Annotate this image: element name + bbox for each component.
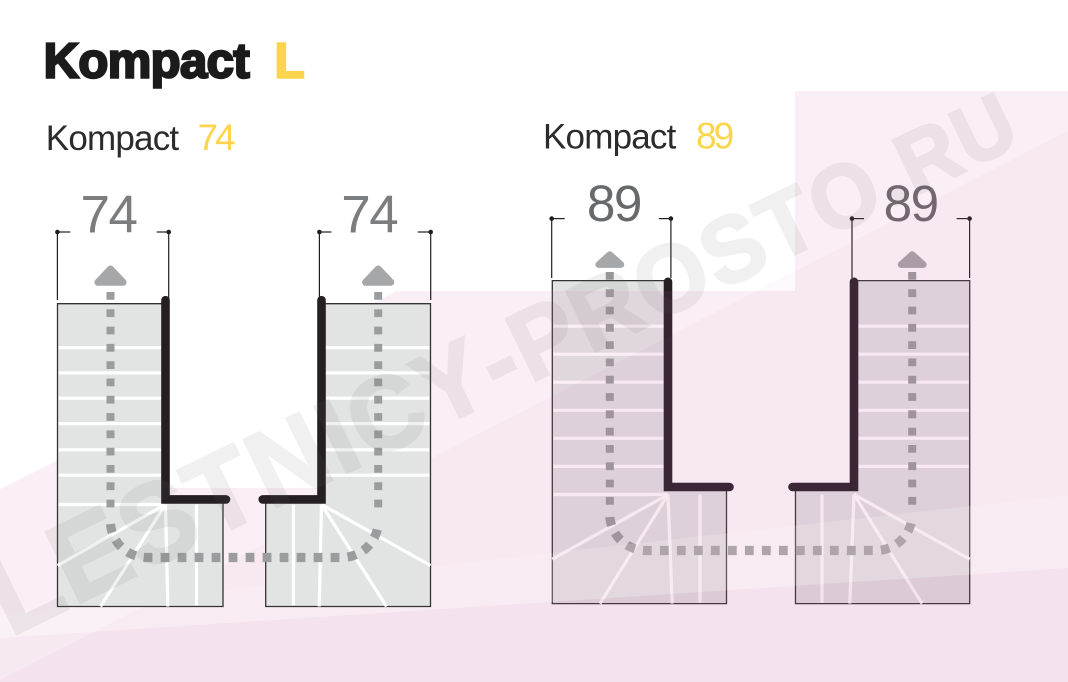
- svg-text:Kompact: Kompact: [543, 118, 677, 157]
- svg-text:74: 74: [198, 117, 236, 158]
- svg-text:89: 89: [696, 116, 733, 157]
- svg-text:74: 74: [341, 186, 397, 245]
- svg-text:Kompact: Kompact: [46, 119, 180, 158]
- svg-text:Kompact: Kompact: [44, 35, 250, 89]
- svg-text:L: L: [275, 35, 305, 89]
- svg-text:89: 89: [884, 175, 938, 232]
- svg-text:74: 74: [81, 186, 137, 245]
- svg-text:89: 89: [587, 175, 641, 232]
